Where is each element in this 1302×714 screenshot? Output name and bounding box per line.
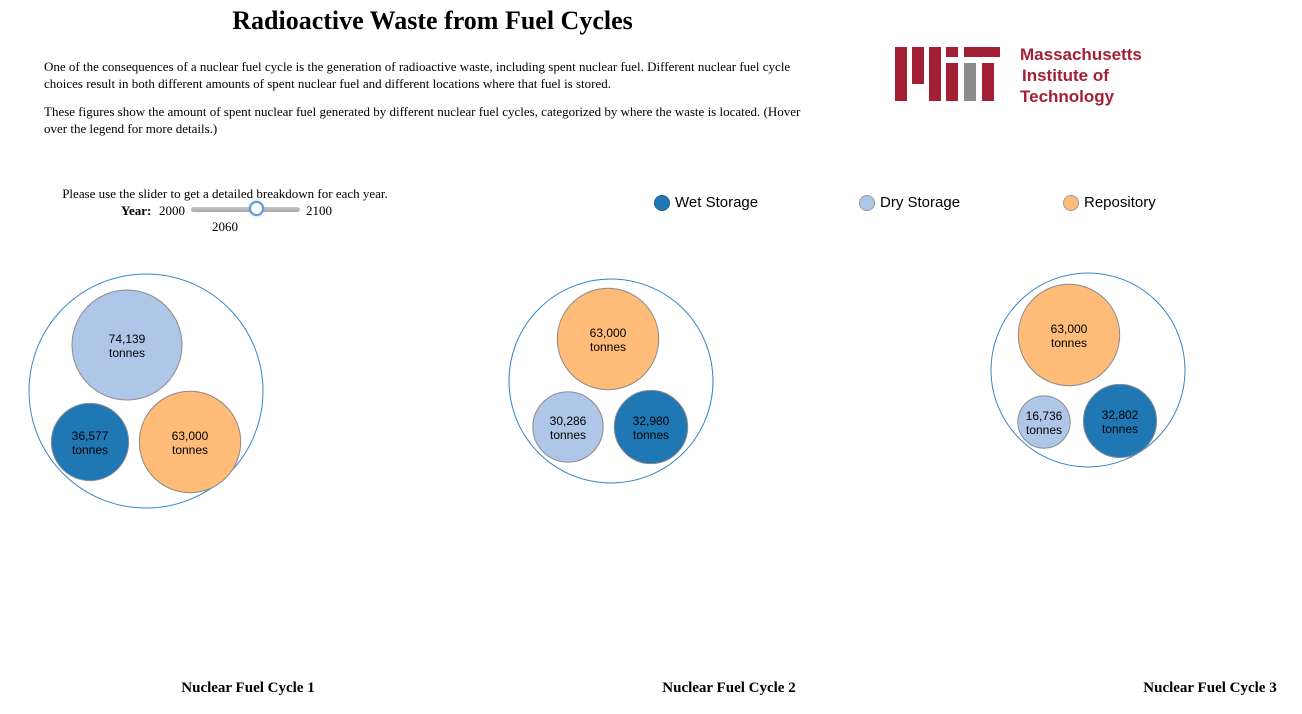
legend-label-repository: Repository xyxy=(1084,194,1156,211)
legend-item-dry-storage[interactable]: Dry Storage xyxy=(859,194,960,211)
legend-item-wet-storage[interactable]: Wet Storage xyxy=(654,194,758,211)
year-label: Year: xyxy=(121,203,152,218)
year-min-label: 2000 xyxy=(159,203,185,218)
bubble-unit-label: tonnes xyxy=(72,443,108,457)
bubble-unit-label: tonnes xyxy=(1026,423,1062,437)
legend-swatch-repository xyxy=(1063,194,1079,211)
bubble-container-cycle-3 xyxy=(990,272,1186,468)
legend-label-dry-storage: Dry Storage xyxy=(880,194,961,211)
bubble-dry-storage[interactable] xyxy=(71,289,183,401)
intro-paragraph-2: These figures show the amount of spent n… xyxy=(44,104,801,136)
legend-item-repository[interactable]: Repository xyxy=(1063,194,1156,211)
page-title: Radioactive Waste from Fuel Cycles xyxy=(232,6,633,35)
chart-title-cycle-3: Nuclear Fuel Cycle 3 xyxy=(1143,680,1277,696)
bubble-unit-label: tonnes xyxy=(109,346,145,360)
logo-line-3: Technology xyxy=(1020,87,1115,106)
bubble-value-label: 30,286 xyxy=(550,414,587,428)
legend-swatch-dry-storage xyxy=(859,194,875,211)
logo-line-1: Massachusetts xyxy=(1020,45,1142,64)
bubble-container-cycle-2 xyxy=(508,278,714,484)
bubble-value-label: 74,139 xyxy=(109,332,146,346)
bubble-dry-storage[interactable] xyxy=(532,391,604,463)
bubble-value-label: 36,577 xyxy=(72,429,109,443)
bubble-value-label: 63,000 xyxy=(172,429,209,443)
legend: Wet Storage Dry Storage Repository xyxy=(0,192,1302,216)
legend-label-wet-storage: Wet Storage xyxy=(675,194,759,211)
legend-swatch-wet-storage xyxy=(654,194,670,211)
bubble-unit-label: tonnes xyxy=(1102,422,1138,436)
mit-logo-mark xyxy=(895,45,1165,105)
bubble-dry-storage[interactable] xyxy=(1017,395,1071,449)
mit-logo-text: Massachusetts Institute of Technology xyxy=(1020,44,1142,107)
bubble-container-cycle-1 xyxy=(28,273,264,509)
year-value-label: 2060 xyxy=(212,219,238,234)
chart-title-cycle-1: Nuclear Fuel Cycle 1 xyxy=(181,680,315,696)
bubble-value-label: 16,736 xyxy=(1026,409,1063,423)
bubble-repository[interactable] xyxy=(1017,283,1121,387)
bubble-value-label: 32,980 xyxy=(633,414,670,428)
year-slider-track[interactable] xyxy=(191,207,300,212)
bubble-unit-label: tonnes xyxy=(633,428,669,442)
year-slider-handle[interactable] xyxy=(248,201,264,216)
bubble-unit-label: tonnes xyxy=(590,340,626,354)
bubble-wet-storage[interactable] xyxy=(50,402,130,482)
bubble-repository[interactable] xyxy=(138,390,242,494)
logo-line-2: Institute of xyxy=(1022,66,1109,85)
bubble-repository[interactable] xyxy=(556,287,660,391)
bubble-wet-storage[interactable] xyxy=(613,389,689,465)
bubble-unit-label: tonnes xyxy=(172,443,208,457)
chart-title-cycle-2: Nuclear Fuel Cycle 2 xyxy=(662,680,796,696)
slider-caption: Please use the slider to get a detailed … xyxy=(62,186,388,201)
bubble-value-label: 63,000 xyxy=(590,326,627,340)
bubble-unit-label: tonnes xyxy=(550,428,586,442)
bubble-unit-label: tonnes xyxy=(1051,336,1087,350)
bubble-wet-storage[interactable] xyxy=(1082,383,1158,459)
bubble-value-label: 63,000 xyxy=(1051,322,1088,336)
intro-paragraph-1: One of the consequences of a nuclear fue… xyxy=(44,59,791,91)
year-max-label: 2100 xyxy=(306,203,332,218)
bubble-value-label: 32,802 xyxy=(1102,408,1139,422)
